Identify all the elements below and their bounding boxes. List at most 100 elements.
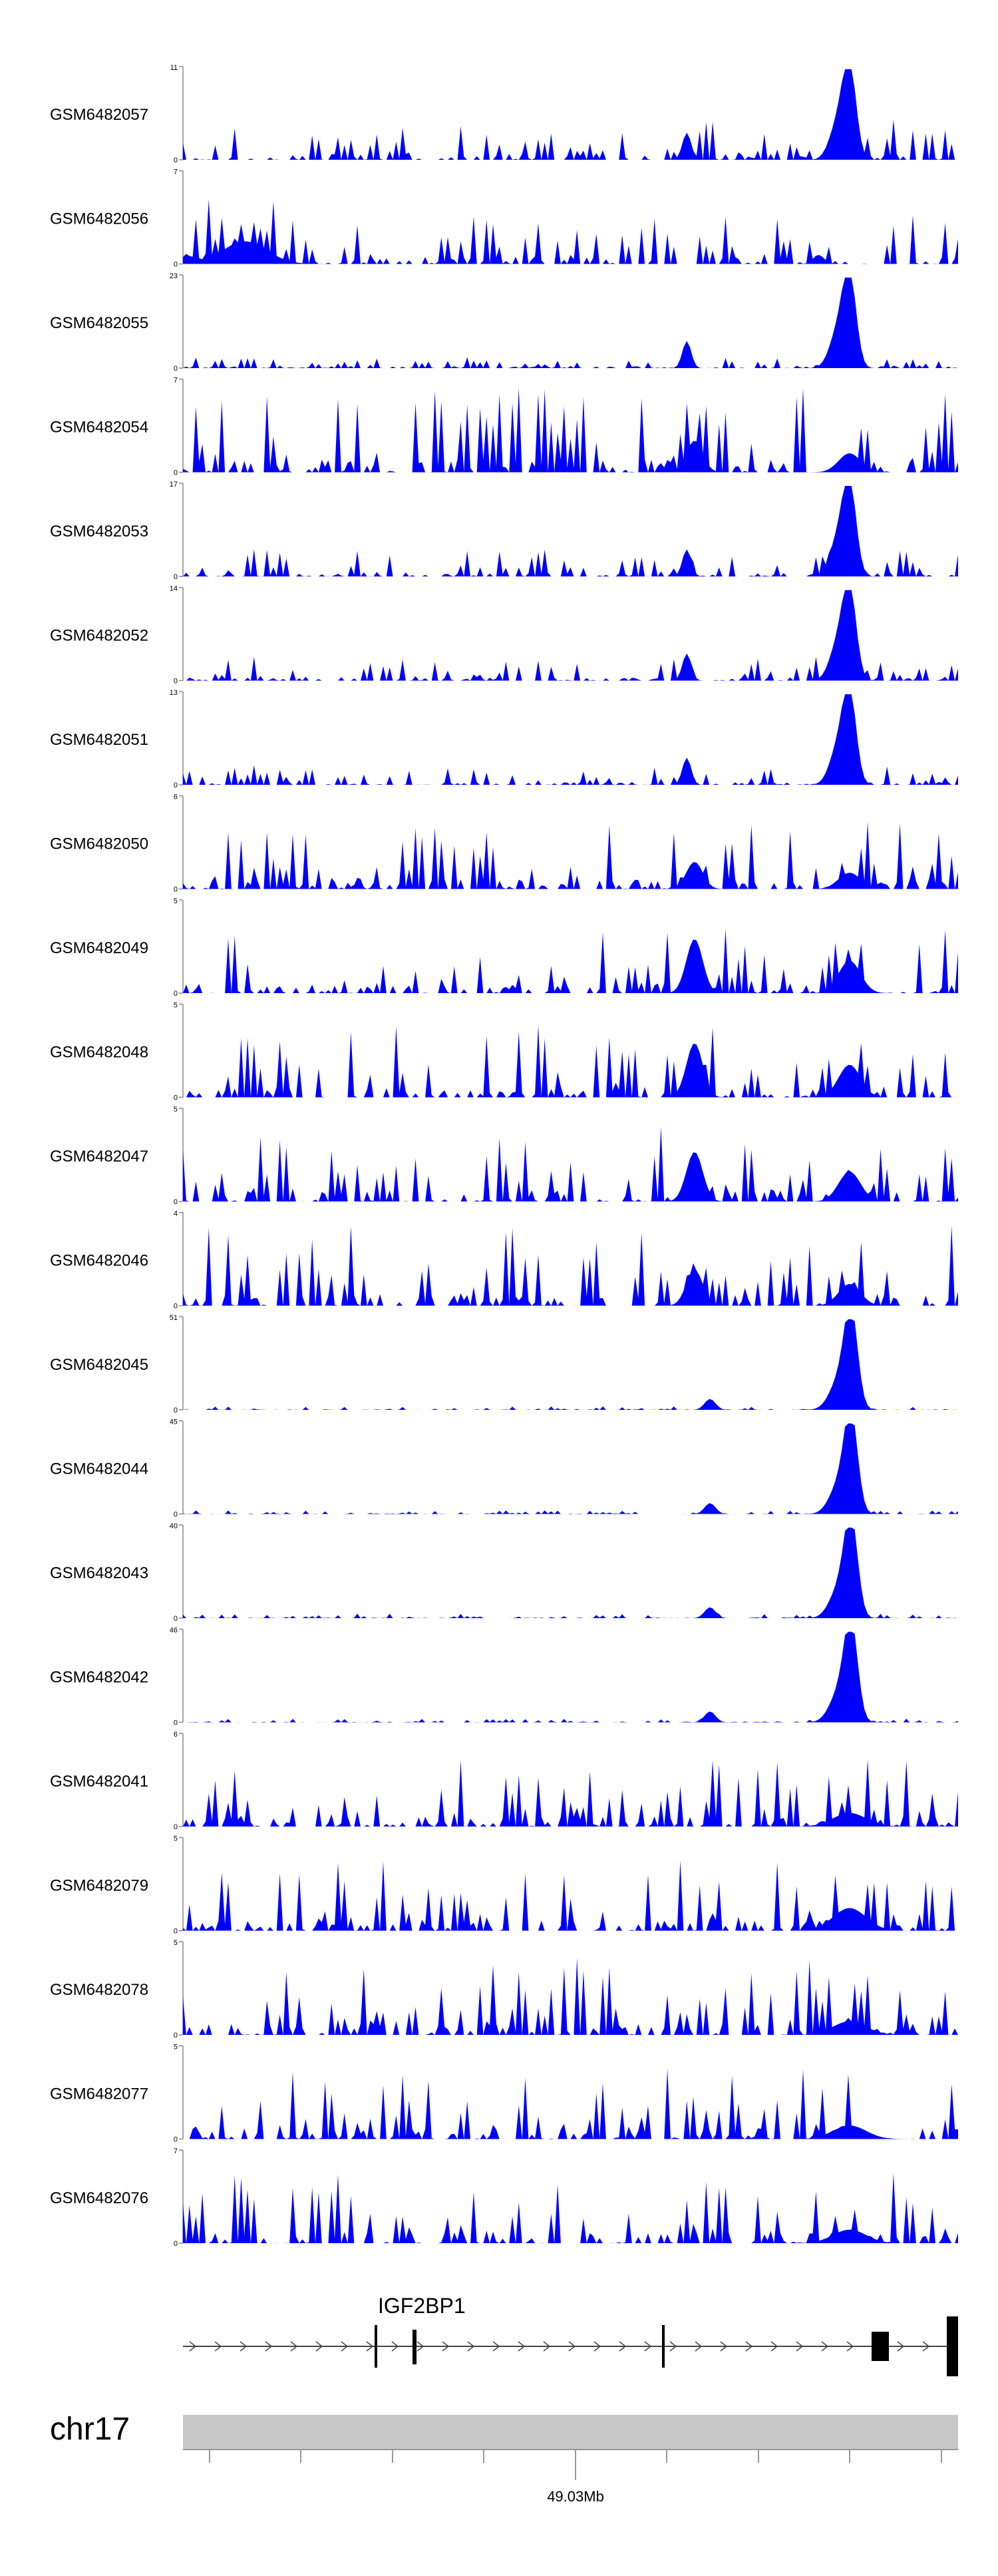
y-axis-min-label: 0	[174, 365, 178, 373]
strand-arrow	[619, 2341, 627, 2352]
y-axis-min-label: 0	[174, 990, 178, 998]
chromosome-ideogram: chr17 49.03Mb	[50, 2412, 958, 2505]
y-axis-min-label: 0	[174, 2240, 178, 2248]
y-axis-min-label: 0	[174, 1198, 178, 1206]
y-axis-max-label: 45	[170, 1418, 178, 1426]
strand-arrow	[897, 2341, 905, 2352]
coverage-area	[183, 1528, 958, 1618]
strand-arrow	[341, 2341, 349, 2352]
track-label: GSM6482046	[50, 1252, 148, 1270]
strand-arrow	[846, 2341, 854, 2352]
strand-arrow	[720, 2341, 728, 2352]
y-axis-max-label: 5	[174, 897, 178, 905]
strand-arrow	[189, 2341, 197, 2352]
track-GSM6482050: GSM6482050 6 0	[50, 793, 958, 894]
chromosome-band	[183, 2415, 958, 2450]
y-axis-max-label: 11	[170, 64, 178, 72]
y-axis-max-label: 5	[174, 1939, 178, 1947]
ruler-tick-label: 49.03Mb	[547, 2488, 604, 2505]
coverage-area	[183, 1423, 958, 1514]
track-label: GSM6482045	[50, 1356, 148, 1374]
track-GSM6482044: GSM6482044 45 0	[50, 1418, 958, 1519]
strand-arrow	[240, 2341, 248, 2352]
strand-arrow	[290, 2341, 298, 2352]
track-GSM6482045: GSM6482045 51 0	[50, 1314, 958, 1414]
strand-arrow	[568, 2341, 576, 2352]
coverage-area	[183, 1759, 958, 1826]
coverage-area	[183, 278, 958, 368]
track-GSM6482056: GSM6482056 7 0	[50, 168, 958, 269]
track-label: GSM6482076	[50, 2189, 148, 2207]
y-axis-min-label: 0	[174, 1094, 178, 1102]
y-axis-min-label: 0	[174, 2136, 178, 2144]
y-axis-max-label: 23	[170, 272, 178, 280]
track-label: GSM6482051	[50, 731, 148, 749]
y-axis-max-label: 5	[174, 1835, 178, 1843]
y-axis-max-label: 5	[174, 1106, 178, 1114]
y-axis-max-label: 51	[170, 1314, 178, 1322]
exon	[413, 2330, 416, 2364]
track-label: GSM6482057	[50, 106, 148, 124]
gene-exons	[375, 2316, 958, 2376]
coverage-tracks: GSM6482057110GSM648205670GSM6482055230GS…	[50, 64, 958, 2248]
y-axis-min-label: 0	[174, 886, 178, 894]
track-label: GSM6482049	[50, 939, 148, 957]
strand-arrow	[442, 2341, 450, 2352]
y-axis-min-label: 0	[174, 1719, 178, 1727]
y-axis-min-label: 0	[174, 1303, 178, 1311]
coverage-area	[183, 821, 958, 889]
track-GSM6482057: GSM6482057 11 0	[50, 64, 958, 164]
coverage-area	[183, 1126, 958, 1201]
track-GSM6482047: GSM6482047 5 0	[50, 1106, 958, 1206]
track-GSM6482078: GSM6482078 5 0	[50, 1939, 958, 2039]
y-axis-min-label: 0	[174, 156, 178, 164]
coverage-area	[183, 1631, 958, 1723]
strand-arrow	[315, 2341, 323, 2352]
strand-arrow	[644, 2341, 652, 2352]
track-GSM6482051: GSM6482051 13 0	[50, 689, 958, 789]
exon	[662, 2325, 665, 2368]
track-label: GSM6482050	[50, 835, 148, 853]
track-GSM6482052: GSM6482052 14 0	[50, 585, 958, 686]
track-GSM6482049: GSM6482049 5 0	[50, 897, 958, 998]
exon	[375, 2325, 377, 2368]
coverage-area	[183, 694, 958, 785]
strand-arrow	[518, 2341, 526, 2352]
coverage-area	[183, 590, 958, 681]
y-axis-min-label: 0	[174, 573, 178, 581]
track-GSM6482046: GSM6482046 4 0	[50, 1210, 958, 1311]
track-label: GSM6482052	[50, 627, 148, 645]
coverage-area	[183, 929, 958, 993]
track-label: GSM6482079	[50, 1877, 148, 1895]
y-axis-max-label: 4	[174, 1210, 178, 1218]
track-label: GSM6482053	[50, 523, 148, 540]
coverage-area	[183, 2173, 958, 2243]
strand-arrow	[467, 2341, 475, 2352]
gene-track: IGF2BP1	[183, 2294, 958, 2376]
gene-label: IGF2BP1	[378, 2294, 466, 2318]
coverage-area	[183, 486, 958, 576]
track-label: GSM6482077	[50, 2085, 148, 2103]
strand-arrow	[366, 2341, 374, 2352]
strand-arrow	[265, 2341, 273, 2352]
track-label: GSM6482041	[50, 1773, 148, 1791]
y-axis-min-label: 0	[174, 781, 178, 789]
track-label: GSM6482056	[50, 210, 148, 228]
track-GSM6482055: GSM6482055 23 0	[50, 272, 958, 373]
y-axis-min-label: 0	[174, 678, 178, 686]
y-axis-max-label: 14	[170, 585, 178, 593]
y-axis-max-label: 6	[174, 793, 178, 801]
coverage-area	[183, 1860, 958, 1931]
exon	[872, 2332, 889, 2361]
track-GSM6482048: GSM6482048 5 0	[50, 1002, 958, 1102]
track-label: GSM6482047	[50, 1148, 148, 1166]
strand-arrow	[492, 2341, 500, 2352]
y-axis-max-label: 7	[174, 377, 178, 385]
strand-arrow	[922, 2341, 930, 2352]
track-label: GSM6482055	[50, 314, 148, 332]
y-axis-min-label: 0	[174, 1615, 178, 1623]
strand-arrow	[391, 2341, 399, 2352]
track-GSM6482079: GSM6482079 5 0	[50, 1835, 958, 1936]
strand-arrow	[695, 2341, 703, 2352]
